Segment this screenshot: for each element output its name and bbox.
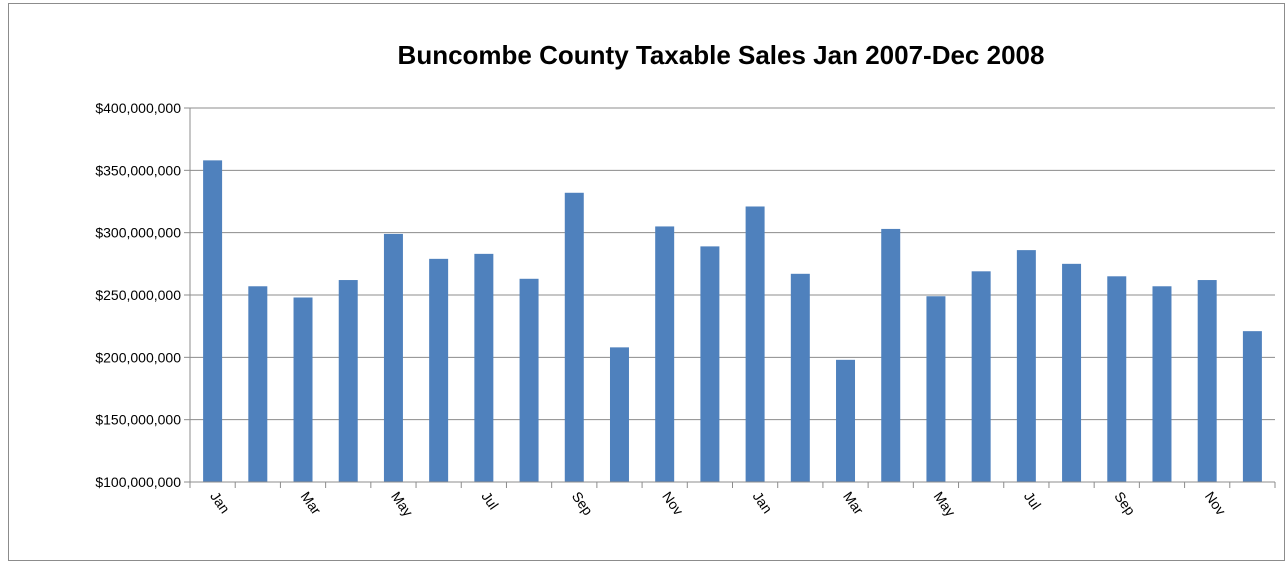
x-tick-label: Mar [298,489,325,518]
bar [1242,331,1262,482]
bar [293,297,313,482]
x-tick-label: Jan [207,489,233,517]
chart-frame: Buncombe County Taxable Sales Jan 2007-D… [8,3,1285,561]
bar [655,226,675,482]
bar [1197,280,1217,482]
y-tick-label: $350,000,000 [95,162,181,178]
bar-chart: Buncombe County Taxable Sales Jan 2007-D… [95,40,1276,520]
y-tick-label: $250,000,000 [95,287,181,303]
y-tick-label: $300,000,000 [95,225,181,241]
bar [429,258,449,482]
bar [881,228,901,482]
bar [790,273,810,482]
bar [1152,286,1172,482]
x-tick-label: Nov [659,489,686,519]
y-tick-label: $400,000,000 [95,100,181,116]
bar [383,233,403,482]
x-tick-label: May [930,489,958,520]
bar [700,246,720,482]
bar [1062,263,1082,482]
x-tick-label: Sep [1111,489,1139,519]
bar [1016,250,1036,482]
y-tick-label: $150,000,000 [95,412,181,428]
y-tick-label: $100,000,000 [95,474,181,490]
x-tick-label: Jan [750,489,776,517]
chart-title: Buncombe County Taxable Sales Jan 2007-D… [398,40,1045,70]
x-tick-label: Nov [1202,489,1229,519]
bar [474,253,494,482]
bar [745,206,765,482]
bars [203,160,1262,483]
x-axis: Jan Mar May Jul Sep Nov Jan Mar May Jul Sep Nov [189,481,1276,520]
bar [248,286,268,482]
x-tick-label: May [388,489,416,520]
bar [203,160,223,483]
x-tick-label: Jul [1021,489,1044,513]
bar [926,296,946,482]
bar [971,271,991,482]
bar [519,278,539,482]
y-axis: $100,000,000 $150,000,000 $200,000,000 $250… [95,100,191,490]
bar [338,280,358,482]
bar [1107,276,1127,482]
x-tick-label: Sep [569,489,597,519]
bar [609,347,629,482]
bar [836,359,856,482]
gridlines [190,107,1275,483]
x-tick-label: Jul [478,489,501,513]
x-tick-label: Mar [840,489,867,518]
bar [564,192,584,483]
y-tick-label: $200,000,000 [95,349,181,365]
